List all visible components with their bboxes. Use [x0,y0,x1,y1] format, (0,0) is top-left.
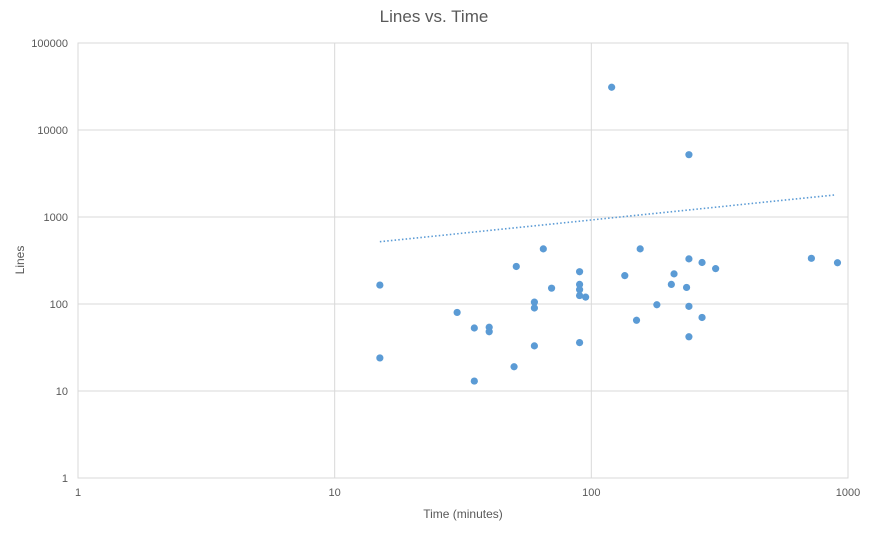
y-tick-label: 100 [50,299,68,311]
data-point [510,363,518,371]
data-point [833,259,842,267]
y-tick-label: 1000 [44,212,68,224]
data-point [530,298,538,306]
x-axis-label: Time (minutes) [423,507,503,521]
data-point [512,262,520,271]
x-tick-label: 1 [75,487,81,499]
data-point [712,265,720,273]
tick-labels: 1 10 100 1000 10000 100000 1 10 100 1000 [31,38,860,499]
data-point [470,324,478,332]
data-point [685,255,693,263]
data-point [685,302,693,310]
data-point [653,301,661,309]
data-point [632,316,641,324]
y-axis-label: Lines [13,246,27,275]
x-tick-label: 10 [329,487,341,499]
trendline-layer [379,193,837,243]
plot-area-border [77,42,849,479]
data-point [575,291,584,300]
data-point [636,245,644,253]
y-tick-label: 100000 [31,38,68,50]
data-point [685,333,693,341]
data-point [582,293,590,301]
data-point [698,313,706,322]
x-tick-label: 1000 [836,487,860,499]
trendline [379,193,837,243]
data-points [376,83,842,385]
data-point [530,342,538,350]
data-point [376,354,384,362]
data-point [575,339,584,347]
y-tick-label: 1 [62,473,68,485]
data-point [485,328,493,336]
data-point [807,254,815,262]
data-point [670,270,678,278]
data-point [575,280,584,288]
data-point [376,281,384,289]
gridlines [77,42,849,479]
data-point [698,258,706,267]
data-point [453,308,461,317]
y-tick-label: 10 [56,386,68,398]
data-point [685,151,693,159]
data-point [575,286,584,294]
x-tick-label: 100 [582,487,600,499]
data-point [470,377,478,385]
data-point [621,272,629,280]
data-point [547,284,556,292]
data-point [667,280,675,288]
data-point [530,304,538,312]
data-point [575,268,584,276]
data-point [608,83,616,91]
data-point [539,245,547,253]
y-tick-label: 10000 [37,125,68,137]
data-point [682,283,691,292]
chart-title: Lines vs. Time [380,7,489,26]
